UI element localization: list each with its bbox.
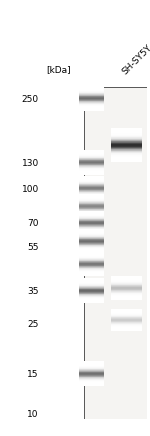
Bar: [84, 87, 147, 419]
Text: SH-SY5Y: SH-SY5Y: [120, 43, 150, 76]
Text: [kDa]: [kDa]: [46, 65, 71, 74]
